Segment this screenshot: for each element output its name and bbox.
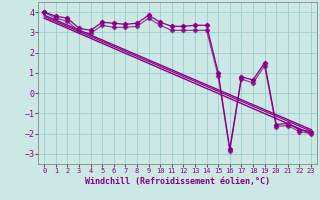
X-axis label: Windchill (Refroidissement éolien,°C): Windchill (Refroidissement éolien,°C) [85,177,270,186]
